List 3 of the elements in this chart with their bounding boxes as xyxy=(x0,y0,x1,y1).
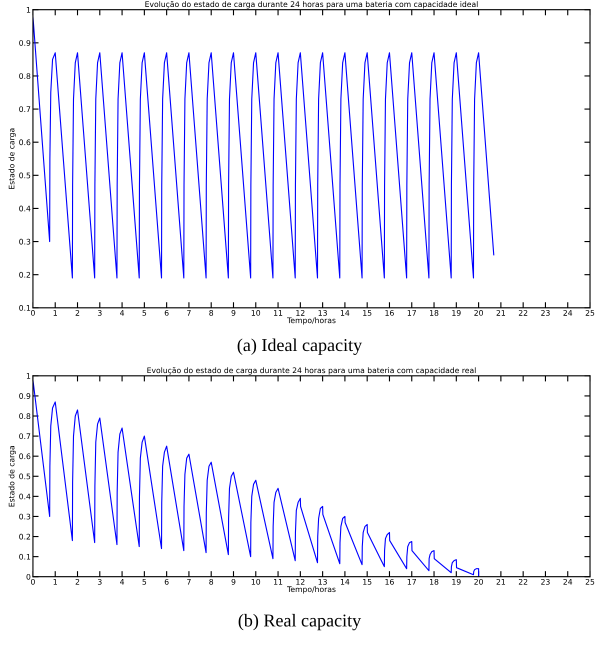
line-series xyxy=(32,379,480,577)
text: (a) Ideal capacity xyxy=(238,338,362,355)
text: (b) Real capacity xyxy=(238,614,362,630)
